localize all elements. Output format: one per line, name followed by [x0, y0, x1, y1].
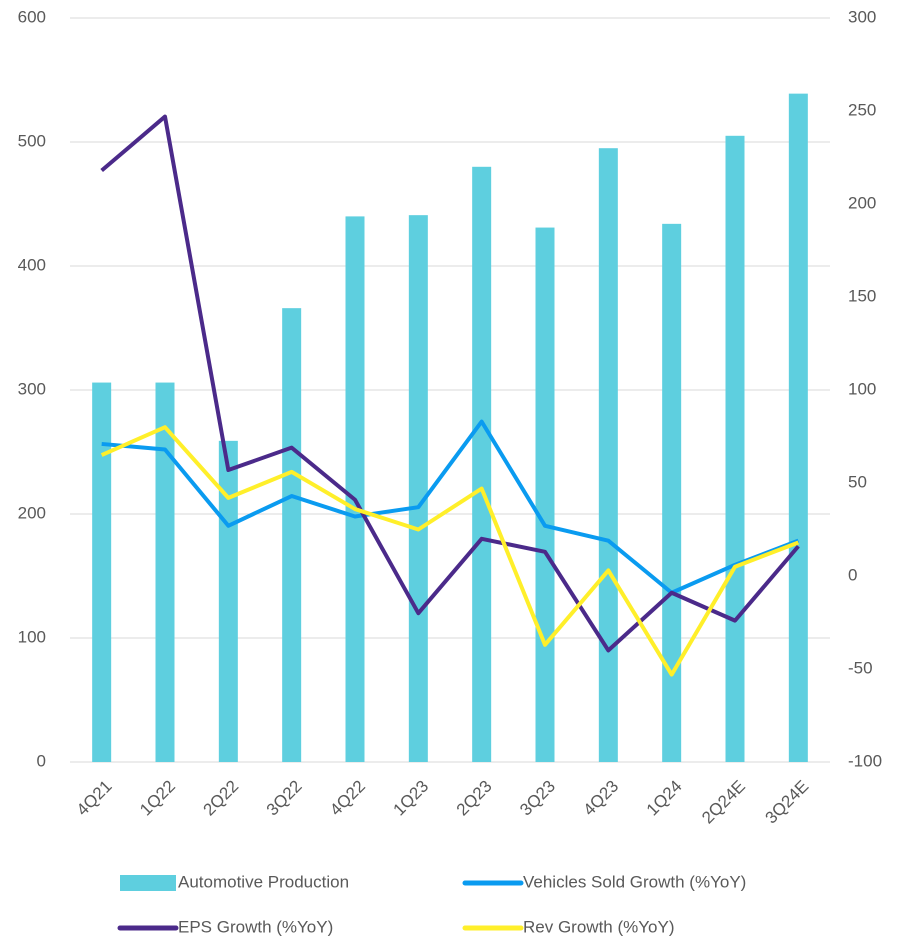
- y2-tick-label: -50: [848, 658, 873, 677]
- bar: [92, 382, 112, 762]
- y-tick-label: 400: [18, 255, 46, 274]
- bar: [472, 166, 492, 763]
- x-tick-label: 3Q24E: [761, 777, 812, 828]
- bar: [282, 308, 302, 762]
- x-tick-label: 3Q23: [516, 777, 559, 820]
- y-tick-label: 500: [18, 131, 46, 150]
- y2-tick-label: -100: [848, 751, 882, 770]
- x-tick-label: 1Q24: [643, 777, 686, 820]
- line-series: [100, 114, 800, 653]
- x-tick-label: 1Q23: [389, 777, 432, 820]
- y-tick-label: 100: [18, 627, 46, 646]
- legend-label: Vehicles Sold Growth (%YoY): [523, 872, 746, 891]
- x-tick-label: 4Q22: [326, 777, 369, 820]
- y2-tick-label: 250: [848, 100, 876, 119]
- legend-label: EPS Growth (%YoY): [178, 917, 333, 936]
- y2-tick-label: 200: [848, 193, 876, 212]
- y2-tick-label: 100: [848, 379, 876, 398]
- bar: [408, 215, 428, 762]
- legend-label: Automotive Production: [178, 872, 349, 891]
- bar: [345, 216, 365, 762]
- y2-tick-label: 150: [848, 286, 876, 305]
- y-tick-label: 0: [37, 751, 46, 770]
- y2-tick-label: 0: [848, 565, 857, 584]
- x-tick-label: 4Q23: [579, 777, 622, 820]
- bar: [662, 223, 682, 763]
- x-tick-label: 2Q24E: [698, 777, 749, 828]
- y2-tick-label: 50: [848, 472, 867, 491]
- x-tick-label: 4Q21: [73, 777, 116, 820]
- x-tick-label: 2Q23: [453, 777, 496, 820]
- line-series: [101, 419, 800, 595]
- x-tick-label: 2Q22: [199, 777, 242, 820]
- legend-swatch: [120, 875, 176, 891]
- bar: [155, 382, 175, 762]
- x-tick-label: 3Q22: [263, 777, 306, 820]
- y-tick-label: 600: [18, 7, 46, 26]
- bar: [535, 227, 555, 762]
- y-tick-label: 200: [18, 503, 46, 522]
- y2-tick-label: 300: [848, 7, 876, 26]
- bar: [598, 148, 618, 762]
- bar: [725, 135, 745, 763]
- line-series: [100, 425, 800, 677]
- x-tick-label: 1Q22: [136, 777, 179, 820]
- legend-label: Rev Growth (%YoY): [523, 917, 674, 936]
- y-tick-label: 300: [18, 379, 46, 398]
- bar: [788, 93, 808, 762]
